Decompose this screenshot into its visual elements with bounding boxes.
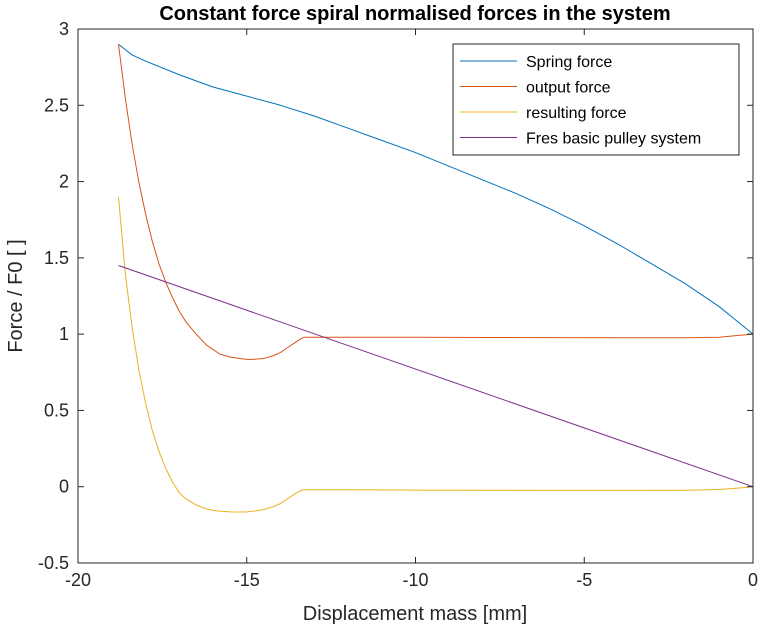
y-tick-label: 1: [59, 324, 69, 344]
y-tick-label: 0.5: [44, 400, 69, 420]
x-axis-label: Displacement mass [mm]: [303, 603, 528, 625]
legend-box: [452, 43, 740, 156]
y-tick-label: 2: [59, 172, 69, 192]
series-layer: [118, 43, 754, 513]
legend-label: Fres basic pulley system: [526, 131, 701, 148]
y-tick-label: 1.5: [44, 248, 69, 268]
series-line-1: [118, 43, 754, 335]
x-tick-label: 0: [748, 570, 758, 590]
legend-label: output force: [526, 80, 611, 97]
y-tick-label: 3: [59, 19, 69, 39]
legend-label: Spring force: [526, 54, 612, 71]
series-line-3: [118, 196, 754, 513]
chart-title: Constant force spiral normalised forces …: [159, 3, 670, 25]
series-line-2: [118, 44, 754, 360]
legend: Spring force output force resulting force F…: [452, 43, 740, 156]
y-tick-label: 2.5: [44, 95, 69, 115]
x-tick-label: -5: [576, 570, 592, 590]
x-tick-label: -10: [402, 570, 428, 590]
y-axis-label: Force / F0 [ ]: [5, 239, 27, 352]
x-tick-label: -20: [65, 570, 91, 590]
legend-items: Spring force output force resulting force F…: [460, 54, 701, 148]
ticks-layer: -20 -15 -10 -5 0 -0.5 0 0.5 1 1.5 2 2.5 3: [38, 19, 758, 590]
legend-label: resulting force: [526, 105, 627, 122]
x-tick-label: -15: [234, 570, 260, 590]
y-tick-label: -0.5: [38, 553, 69, 573]
series-line-4: [118, 265, 754, 488]
y-tick-label: 0: [59, 477, 69, 497]
